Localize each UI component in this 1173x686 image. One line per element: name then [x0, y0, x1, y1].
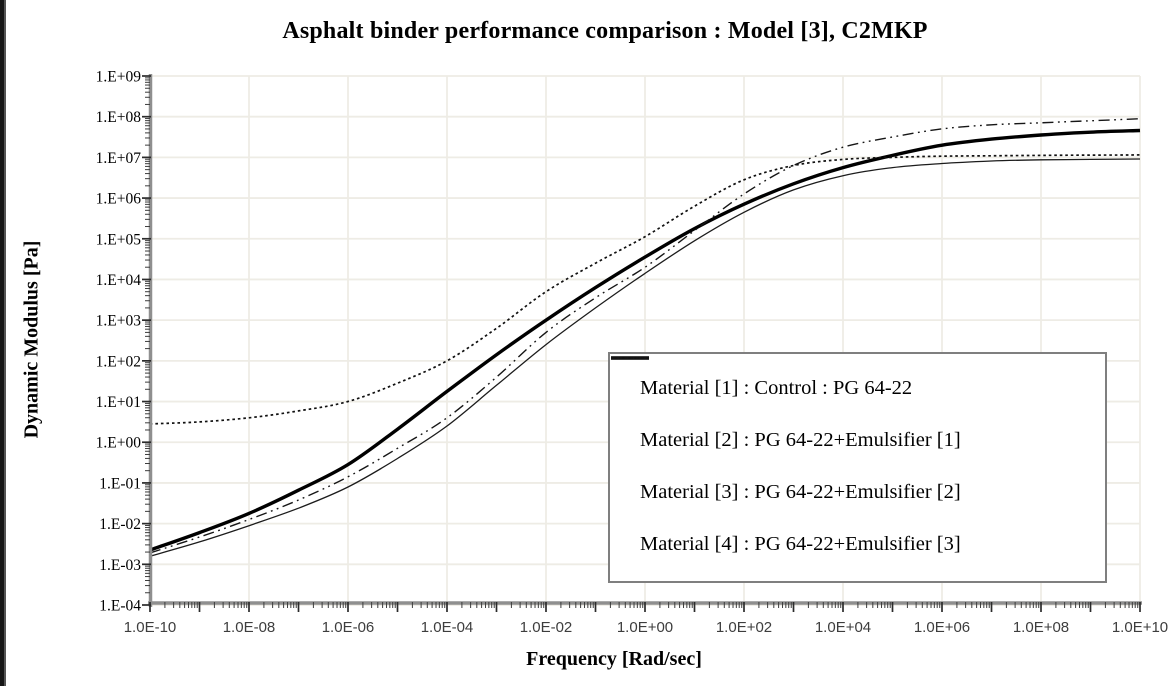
curves — [149, 118, 1141, 557]
tick-labels: 1.E+09 1.E+08 1.E+07 1.E+06 1.E+05 1.E+04 1.E+… — [96, 69, 1169, 637]
y-tick-label: 1.E+04 — [96, 272, 142, 289]
x-tick-label: 1.0E+04 — [815, 619, 871, 636]
x-tick-label: 1.0E-10 — [124, 619, 177, 636]
y-tick-label: 1.E+09 — [96, 69, 142, 86]
x-tick-label: 1.0E+10 — [1112, 619, 1168, 636]
legend-entry-material-3: Material [3] : PG 64-22+Emulsifier [2] — [611, 357, 1099, 504]
y-tick-label: 1.E-02 — [99, 516, 141, 533]
x-tick-label: 1.0E-04 — [421, 619, 474, 636]
legend-entry-material-2: Material [2] : PG 64-22+Emulsifier [1] — [611, 357, 1099, 452]
y-tick-label: 1.E+08 — [96, 109, 142, 126]
curve-material-2 — [149, 158, 1141, 557]
x-tick-label: 1.0E-08 — [223, 619, 276, 636]
legend-label: Material [2] : PG 64-22+Emulsifier [1] — [640, 428, 961, 451]
legend-label: Material [3] : PG 64-22+Emulsifier [2] — [640, 481, 961, 504]
x-axis-title: Frequency [Rad/sec] — [526, 648, 702, 670]
scan-edge-artifact — [0, 0, 6, 686]
y-tick-label: 1.E+00 — [96, 435, 142, 452]
curve-material-1 — [149, 128, 1141, 552]
y-tick-label: 1.E+01 — [96, 394, 141, 411]
curve-material-3 — [149, 154, 1141, 425]
y-tick-label: 1.E+03 — [96, 313, 142, 330]
legend-entry-material-4: Material [4] : PG 64-22+Emulsifier [3] — [611, 357, 1099, 556]
legend-line-sample-dash-dot-dot — [611, 357, 649, 359]
curve-material-4 — [149, 118, 1141, 554]
x-tick-label: 1.0E+06 — [914, 619, 970, 636]
chart-title: Asphalt binder performance comparison : … — [282, 18, 928, 44]
x-tick-label: 1.0E+00 — [617, 619, 673, 636]
legend-box: Material [1] : Control : PG 64-22 Materi… — [608, 352, 1107, 583]
legend-entry-material-1: Material [1] : Control : PG 64-22 — [611, 356, 1099, 400]
axes — [142, 74, 1142, 612]
y-tick-label: 1.E+07 — [96, 150, 142, 167]
x-tick-label: 1.0E-06 — [322, 619, 375, 636]
y-axis-title: Dynamic Modulus [Pa] — [20, 240, 43, 439]
y-tick-label: 1.E+02 — [96, 353, 141, 370]
y-tick-label: 1.E+06 — [96, 191, 142, 208]
legend-label: Material [4] : PG 64-22+Emulsifier [3] — [640, 533, 961, 556]
x-tick-label: 1.0E-02 — [520, 619, 573, 636]
y-tick-label: 1.E-01 — [99, 475, 141, 492]
legend-label: Material [1] : Control : PG 64-22 — [640, 376, 913, 399]
y-tick-label: 1.E-04 — [99, 598, 141, 615]
x-tick-label: 1.0E+08 — [1013, 619, 1069, 636]
x-tick-label: 1.0E+02 — [716, 619, 772, 636]
y-tick-label: 1.E-03 — [99, 557, 141, 574]
y-tick-label: 1.E+05 — [96, 231, 142, 248]
